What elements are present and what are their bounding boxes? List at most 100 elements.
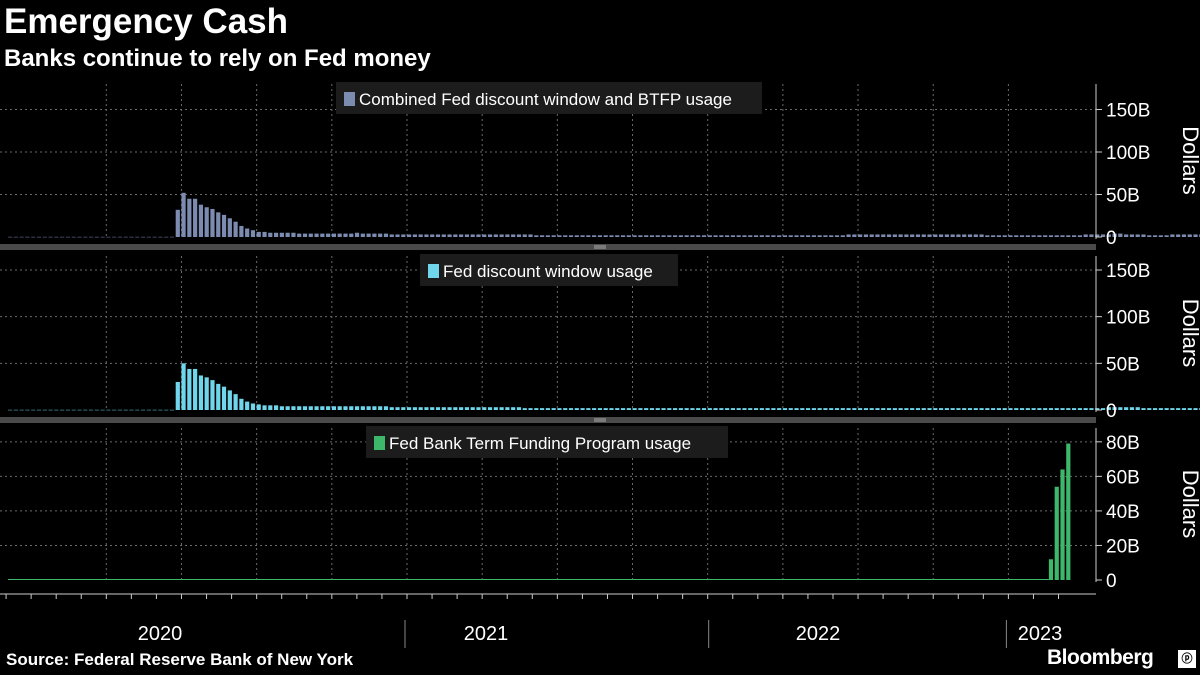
bar [574, 408, 579, 410]
bar [910, 408, 915, 410]
bar [1106, 407, 1111, 410]
bloomberg-logo: Bloomberg [1047, 646, 1154, 669]
bar [603, 235, 608, 237]
bar [973, 408, 978, 410]
bar [297, 233, 302, 237]
bar [858, 408, 863, 410]
bar [314, 233, 319, 237]
bar [343, 233, 348, 237]
bar [834, 235, 840, 237]
bar [395, 234, 400, 237]
bar [690, 235, 695, 237]
bar [1066, 235, 1071, 237]
bar [164, 236, 169, 238]
bar [1014, 408, 1019, 410]
bar [644, 408, 649, 410]
bar [649, 235, 655, 237]
bar [221, 214, 227, 237]
bar [1124, 234, 1129, 237]
bar [175, 382, 180, 410]
bar [447, 234, 452, 237]
bar [256, 404, 261, 410]
bar [88, 409, 94, 411]
bar [1112, 407, 1117, 410]
bar [1019, 408, 1025, 410]
legend-box [420, 254, 678, 286]
bar [927, 408, 932, 410]
bar [516, 234, 522, 237]
y-tick-label: 150B [1106, 101, 1150, 122]
bar [921, 234, 926, 237]
bar [60, 409, 65, 411]
bar [505, 407, 510, 410]
bar [100, 236, 105, 238]
bar [528, 408, 533, 410]
bar [661, 408, 666, 410]
bar [349, 406, 354, 410]
y-tick-label: 20B [1106, 536, 1140, 557]
bar [626, 235, 631, 237]
bar [678, 408, 683, 410]
bar [927, 234, 932, 237]
bar [869, 234, 874, 237]
bar [250, 403, 256, 410]
bar [1147, 235, 1152, 237]
bar [135, 409, 140, 411]
bar [1100, 408, 1106, 410]
bar [372, 233, 377, 237]
bar [759, 408, 764, 410]
bar [152, 409, 157, 411]
bar [1147, 408, 1152, 410]
bar [94, 409, 99, 411]
bar [1054, 486, 1059, 580]
bar [19, 236, 24, 238]
bar [915, 234, 921, 237]
bar [117, 409, 123, 411]
bar [459, 407, 464, 410]
bar [383, 406, 389, 410]
bar [777, 235, 782, 237]
bar [904, 408, 909, 410]
bar [869, 408, 874, 410]
bar [875, 234, 880, 237]
bar [360, 233, 365, 237]
bar [886, 234, 892, 237]
bar [19, 409, 24, 411]
bar [846, 408, 851, 410]
bar [985, 235, 990, 237]
bar [1129, 407, 1135, 410]
y-tick-label: 150B [1106, 261, 1150, 282]
bar [1095, 234, 1100, 237]
bar [100, 409, 105, 411]
bar [586, 235, 591, 237]
bar [1164, 235, 1169, 237]
bar [528, 234, 533, 237]
bar [1118, 233, 1123, 237]
bar [31, 236, 36, 238]
bar [482, 234, 487, 237]
bar [1193, 408, 1198, 410]
y-tick-label: 0 [1106, 401, 1117, 422]
bar [1072, 235, 1077, 237]
bar [1060, 235, 1065, 237]
bar [950, 408, 955, 410]
bar [175, 209, 180, 237]
bar [563, 408, 568, 410]
bar [412, 407, 417, 410]
bar [424, 407, 429, 410]
bar [881, 408, 886, 410]
bar [753, 408, 759, 410]
bar [713, 408, 718, 410]
bar [1031, 235, 1036, 237]
bar [1008, 408, 1013, 410]
bar [788, 235, 793, 237]
bar [204, 377, 209, 410]
bar [707, 408, 712, 410]
bar [632, 235, 637, 237]
bar [302, 406, 308, 410]
bar [644, 235, 649, 237]
bar [1181, 408, 1187, 410]
bar [331, 233, 337, 237]
bar [1025, 408, 1030, 410]
